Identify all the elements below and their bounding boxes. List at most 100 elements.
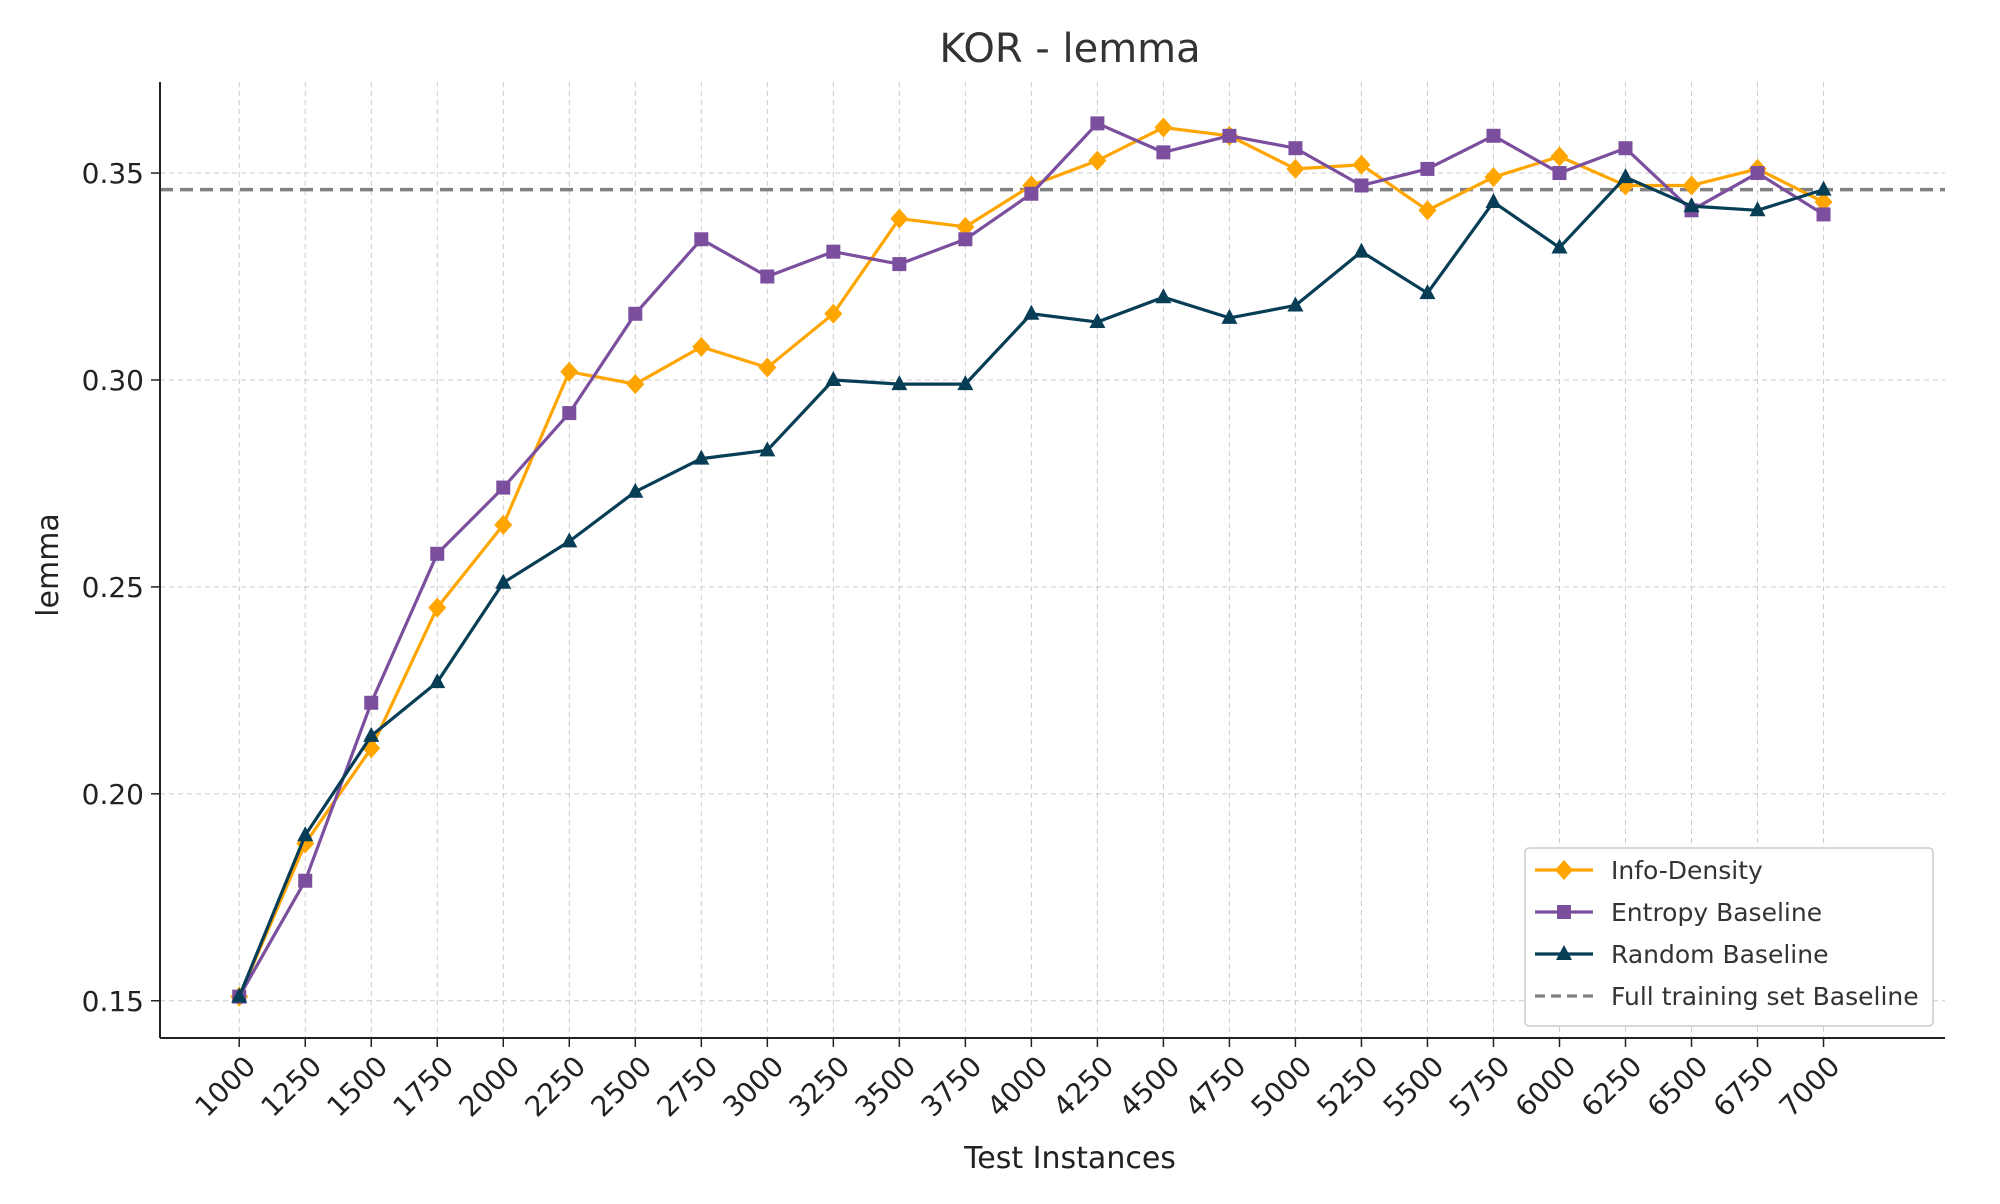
axes: [151, 82, 1945, 1047]
x-tick-label: 4500: [1113, 1050, 1187, 1124]
data-point-entropy-baseline: [826, 244, 841, 259]
data-point-info-density: [1550, 146, 1569, 167]
x-tick-label: 5250: [1311, 1050, 1385, 1124]
data-point-random-baseline: [957, 375, 974, 391]
data-point-random-baseline: [495, 573, 512, 589]
legend-marker: [1556, 945, 1572, 960]
data-point-random-baseline: [1023, 304, 1040, 320]
data-point-random-baseline: [1815, 180, 1832, 196]
data-point-entropy-baseline: [430, 546, 445, 561]
data-point-random-baseline: [1221, 308, 1238, 324]
data-point-random-baseline: [825, 370, 842, 386]
data-point-entropy-baseline: [1750, 166, 1765, 181]
x-tick-label: 5500: [1377, 1050, 1451, 1124]
data-point-entropy-baseline: [562, 406, 577, 421]
x-tick-label: 3000: [717, 1050, 791, 1124]
x-tick-label: 2500: [585, 1050, 659, 1124]
data-point-info-density: [1418, 200, 1437, 221]
data-point-entropy-baseline: [1156, 145, 1171, 160]
data-point-random-baseline: [693, 449, 710, 465]
data-point-entropy-baseline: [496, 480, 511, 495]
data-point-random-baseline: [627, 482, 644, 498]
data-point-info-density: [890, 208, 909, 229]
x-tick-label: 3500: [849, 1050, 923, 1124]
data-point-info-density: [626, 374, 645, 395]
legend-label: Random Baseline: [1611, 940, 1828, 969]
data-point-random-baseline: [759, 441, 776, 457]
data-point-random-baseline: [891, 375, 908, 391]
x-tick-label: 1000: [188, 1050, 262, 1124]
y-axis-label: lemma: [31, 513, 66, 617]
data-point-info-density: [692, 336, 711, 357]
x-tick-label: 6250: [1575, 1050, 1649, 1124]
data-point-entropy-baseline: [1816, 207, 1831, 222]
data-point-random-baseline: [1287, 296, 1304, 312]
data-point-entropy-baseline: [1552, 166, 1567, 181]
x-tick-label: 7000: [1773, 1050, 1847, 1124]
data-point-entropy-baseline: [958, 232, 973, 247]
data-point-random-baseline: [1419, 284, 1436, 300]
data-point-random-baseline: [1155, 288, 1172, 304]
data-point-info-density: [1352, 154, 1371, 175]
data-point-entropy-baseline: [694, 232, 709, 247]
x-tick-label: 2000: [452, 1050, 526, 1124]
data-point-info-density: [1088, 150, 1107, 171]
y-tick-label: 0.15: [82, 985, 144, 1018]
data-point-info-density: [956, 216, 975, 237]
x-tick-label: 5750: [1443, 1050, 1517, 1124]
x-tick-label: 4000: [981, 1050, 1055, 1124]
x-tick-label: 2250: [519, 1050, 593, 1124]
y-tick-label: 0.30: [82, 364, 144, 397]
data-point-random-baseline: [1353, 242, 1370, 258]
x-tick-label: 1250: [254, 1050, 328, 1124]
legend: Info-Density Entropy Baseline Random Basel…: [1524, 847, 1934, 1027]
y-tick-label: 0.35: [82, 157, 144, 190]
data-point-entropy-baseline: [892, 257, 907, 272]
data-point-info-density: [560, 361, 579, 382]
y-tick-label: 0.20: [82, 778, 144, 811]
x-tick-label: 3250: [783, 1050, 857, 1124]
data-point-entropy-baseline: [1420, 161, 1435, 176]
y-tick-label: 0.25: [82, 571, 144, 604]
x-tick-label: 4750: [1179, 1050, 1253, 1124]
x-tick-label: 6500: [1641, 1050, 1715, 1124]
data-point-entropy-baseline: [760, 269, 775, 284]
data-point-info-density: [1484, 167, 1503, 188]
data-point-info-density: [428, 597, 447, 618]
data-point-random-baseline: [1683, 197, 1700, 213]
data-point-info-density: [1682, 175, 1701, 196]
x-tick-label: 6750: [1707, 1050, 1781, 1124]
legend-box: [1524, 847, 1934, 1027]
data-point-random-baseline: [231, 987, 248, 1003]
chart-title: KOR - lemma: [939, 26, 1200, 72]
data-point-random-baseline: [1485, 193, 1502, 209]
legend-label: Full training set Baseline: [1611, 982, 1919, 1011]
data-point-info-density: [1814, 192, 1833, 213]
x-tick-label: 5000: [1245, 1050, 1319, 1124]
data-point-random-baseline: [1617, 168, 1634, 184]
data-point-info-density: [1286, 158, 1305, 179]
data-point-entropy-baseline: [628, 306, 643, 321]
legend-label: Entropy Baseline: [1611, 898, 1822, 927]
data-point-random-baseline: [429, 673, 446, 689]
series-layer: [230, 116, 1833, 1007]
data-point-random-baseline: [1749, 201, 1766, 217]
x-tick-label: 2750: [651, 1050, 725, 1124]
data-point-entropy-baseline: [1288, 141, 1303, 156]
data-point-entropy-baseline: [1024, 186, 1039, 201]
data-point-entropy-baseline: [298, 873, 313, 888]
data-point-info-density: [494, 514, 513, 535]
legend-marker: [1555, 860, 1573, 880]
data-point-random-baseline: [297, 826, 314, 842]
data-point-info-density: [1154, 117, 1173, 138]
data-point-random-baseline: [363, 726, 380, 742]
data-point-random-baseline: [1551, 238, 1568, 254]
data-point-info-density: [758, 357, 777, 378]
x-axis-label: Test Instances: [963, 1141, 1176, 1176]
data-point-entropy-baseline: [364, 695, 379, 710]
x-tick-label: 1500: [320, 1050, 394, 1124]
x-tick-label: 6000: [1509, 1050, 1583, 1124]
legend-label: Info-Density: [1611, 856, 1763, 885]
data-point-entropy-baseline: [1486, 128, 1501, 143]
x-tick-label: 1750: [386, 1050, 460, 1124]
